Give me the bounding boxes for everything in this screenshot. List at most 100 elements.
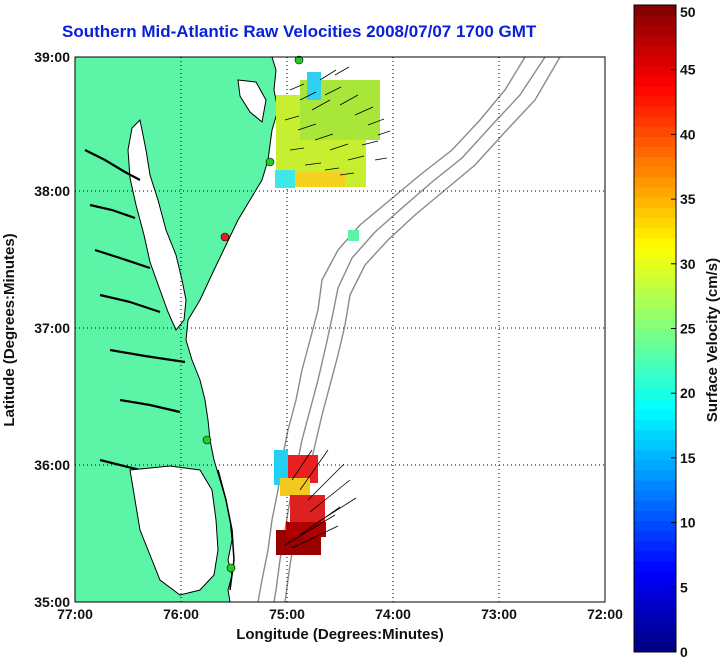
colorbar-cell	[634, 75, 676, 87]
colorbar-cell	[634, 288, 676, 299]
colorbar-cell	[634, 550, 676, 562]
x-tick-label: 72:00	[587, 606, 623, 622]
station-marker	[226, 563, 236, 573]
colorbar-cell	[634, 247, 676, 259]
colorbar-cell	[634, 379, 676, 390]
colorbar-cell	[634, 106, 676, 117]
plot-frame	[74, 56, 606, 603]
y-tick-label: 39:00	[34, 49, 70, 65]
colorbar-cell	[634, 530, 676, 542]
colorbar-cell	[634, 338, 676, 350]
colorbar-cell	[634, 389, 676, 400]
colorbar-cell	[634, 409, 676, 420]
x-tick-label: 77:00	[57, 606, 93, 622]
map-title: Southern Mid-Atlantic Raw Velocities 200…	[62, 22, 537, 41]
colorbar-cell	[634, 298, 676, 309]
station-marker	[220, 232, 230, 242]
y-tick-label: 35:00	[34, 594, 70, 610]
colorbar-cell	[634, 358, 676, 370]
velocity-field-south	[274, 449, 357, 555]
colorbar-cell	[634, 146, 676, 158]
colorbar-cell	[634, 571, 676, 582]
colorbar-cell	[634, 95, 676, 107]
x-tick-label: 73:00	[481, 606, 517, 622]
colorbar-cell	[634, 186, 676, 198]
colorbar-cell	[634, 601, 676, 613]
colorbar-cell	[634, 35, 676, 46]
y-tick-label: 38:00	[34, 183, 70, 199]
colorbar-cell	[634, 581, 676, 592]
grid-lines	[75, 57, 605, 602]
colorbar-cell	[634, 65, 676, 77]
colorbar-cell	[634, 641, 676, 653]
colorbar-cell	[634, 277, 676, 289]
colorbar-cell	[634, 318, 676, 329]
colorbar-cell	[634, 45, 676, 57]
colorbar-cell	[634, 500, 676, 511]
colorbar-cell	[634, 5, 676, 16]
station-marker	[294, 55, 304, 65]
colorbar-cell	[634, 267, 676, 279]
colorbar-cell	[634, 459, 676, 471]
x-tick-label: 74:00	[375, 606, 411, 622]
velocity-field-north	[275, 66, 391, 241]
colorbar-cell	[634, 621, 676, 633]
colorbar-tick-label: 0	[680, 644, 688, 659]
chesapeake-bay	[127, 118, 187, 331]
y-tick-label: 36:00	[34, 457, 70, 473]
colorbar: 0 5 10 15 20 25 30 35 40 45 50 Surface Velocity (c…	[633, 4, 721, 659]
pamlico-sound	[129, 465, 219, 596]
colorbar-tick-label: 5	[680, 579, 688, 595]
colorbar-cell	[634, 257, 676, 269]
colorbar-tick-label: 30	[680, 256, 696, 272]
x-tick-label: 75:00	[269, 606, 305, 622]
colorbar-cell	[634, 126, 676, 137]
colorbar-cell	[634, 439, 676, 451]
colorbar-cell	[634, 611, 676, 623]
colorbar-cell	[634, 116, 676, 127]
colorbar-tick-label: 40	[680, 126, 696, 142]
colorbar-cell	[634, 15, 676, 26]
colorbar-cell	[634, 328, 676, 340]
hf-radar-stations	[202, 55, 304, 573]
colorbar-cell	[634, 207, 676, 218]
colorbar-tick-label: 20	[680, 385, 696, 401]
colorbar-tick-label: 10	[680, 515, 696, 531]
x-axis-label: Longitude (Degrees:Minutes)	[236, 626, 444, 643]
colorbar-cell	[634, 591, 676, 602]
colorbar-cell	[634, 217, 676, 228]
colorbar-tick-label: 45	[680, 62, 696, 78]
colorbar-tick-label: 50	[680, 4, 696, 20]
x-tick-label: 76:00	[163, 606, 199, 622]
y-axis: 39:00 38:00 37:00 36:00 35:00 Latitude (…	[1, 49, 70, 610]
tributary-river	[84, 149, 191, 482]
colorbar-cell	[634, 520, 676, 532]
colorbar-tick-label: 15	[680, 450, 696, 466]
colorbar-cell	[634, 510, 676, 522]
colorbar-cell	[634, 449, 676, 461]
colorbar-cell	[634, 55, 676, 67]
colorbar-cell	[634, 561, 676, 572]
colorbar-cell	[634, 25, 676, 36]
colorbar-cell	[634, 166, 676, 178]
colorbar-cell	[634, 631, 676, 643]
station-marker	[265, 157, 275, 167]
colorbar-cell	[634, 429, 676, 441]
colorbar-cell	[634, 348, 676, 360]
colorbar-cell	[634, 540, 676, 552]
colorbar-tick-label: 25	[680, 321, 696, 337]
colorbar-cell	[634, 197, 676, 208]
colorbar-tick-label: 35	[680, 191, 696, 207]
delaware-bay	[237, 79, 267, 123]
colorbar-cell	[634, 156, 676, 168]
colorbar-cell	[634, 490, 676, 501]
colorbar-cell	[634, 308, 676, 319]
colorbar-label: Surface Velocity (cm/s)	[704, 258, 721, 422]
colorbar-cell	[634, 470, 676, 481]
colorbar-cell	[634, 227, 676, 239]
colorbar-cell	[634, 136, 676, 148]
colorbar-cell	[634, 176, 676, 188]
colorbar-cell	[634, 368, 676, 380]
colorbar-cell	[634, 399, 676, 410]
